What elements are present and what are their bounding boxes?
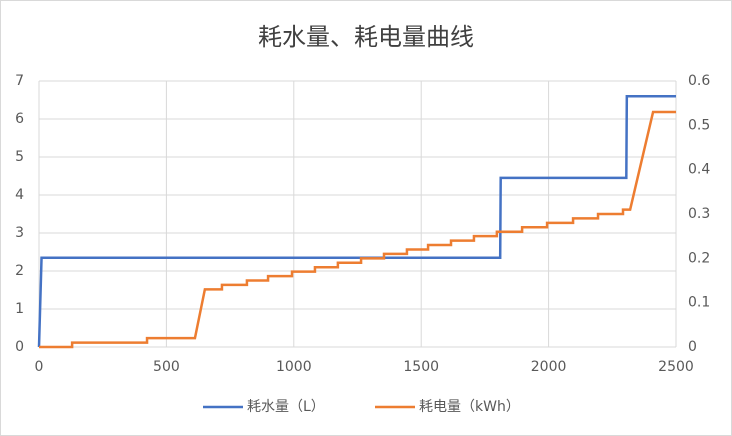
y2-tick-label: 0.6 (688, 73, 710, 89)
y-tick-label: 7 (15, 73, 24, 89)
y2-tick-label: 0.2 (688, 250, 710, 266)
y2-tick-label: 0.4 (688, 162, 710, 178)
y-tick-label: 0 (15, 339, 24, 355)
legend-label: 耗水量（L） (247, 399, 325, 415)
y-tick-label: 2 (15, 263, 24, 279)
x-tick-label: 0 (35, 359, 44, 375)
x-tick-label: 500 (153, 359, 180, 375)
y2-tick-label: 0.1 (688, 295, 710, 311)
y-tick-label: 5 (15, 149, 24, 165)
y-tick-label: 1 (15, 301, 24, 317)
y-tick-label: 4 (15, 187, 24, 203)
x-tick-label: 1000 (276, 359, 312, 375)
y-tick-label: 6 (15, 111, 24, 127)
chart-title: 耗水量、耗电量曲线 (258, 23, 474, 51)
y2-tick-label: 0.5 (688, 117, 710, 133)
x-tick-label: 2000 (531, 359, 567, 375)
x-tick-label: 1500 (403, 359, 439, 375)
legend-label: 耗电量（kWh） (419, 399, 520, 415)
y-tick-label: 3 (15, 225, 24, 241)
data-line (39, 110, 676, 349)
y2-tick-label: 0.3 (688, 206, 710, 222)
x-tick-label: 2500 (658, 359, 694, 375)
y2-tick-label: 0 (688, 339, 697, 355)
data-line (37, 94, 676, 348)
